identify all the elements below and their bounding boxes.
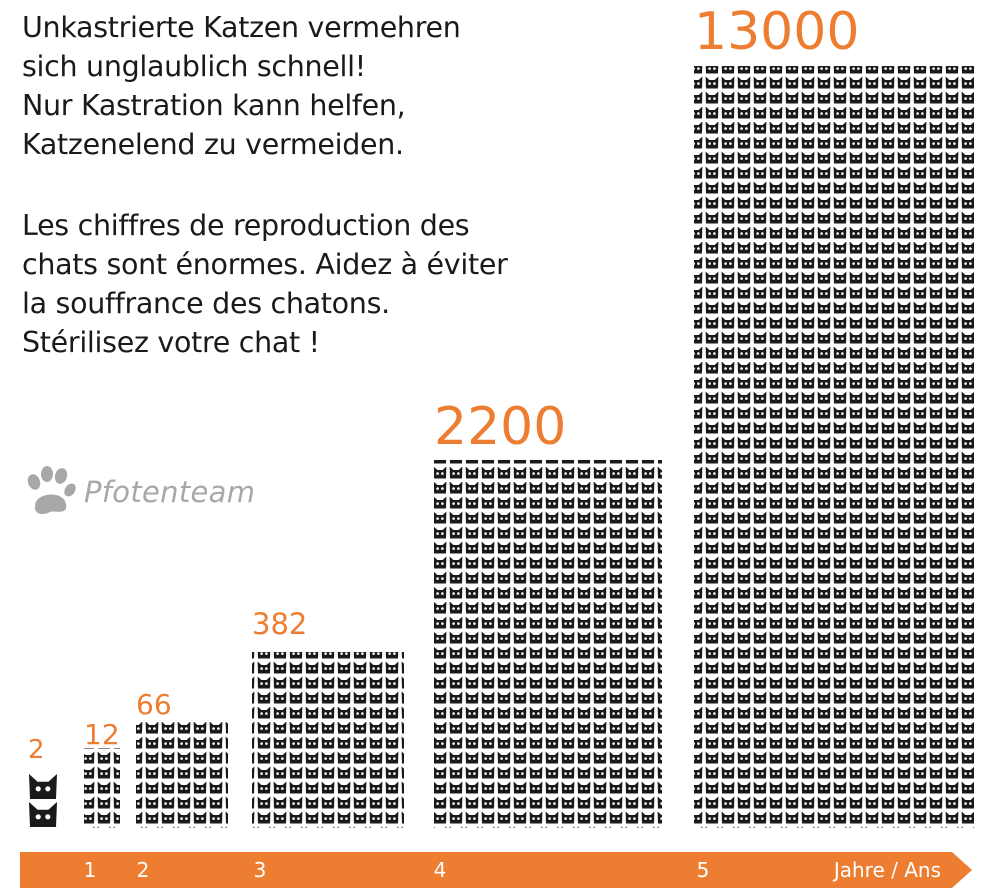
value-label-year-0: 2 — [28, 735, 45, 765]
headline-german: Unkastrierte Katzen vermehren sich ungla… — [22, 8, 461, 164]
value-label-year-4: 2200 — [434, 397, 566, 457]
headline-french-line: Stérilisez votre chat ! — [22, 326, 320, 359]
value-label-year-1: 12 — [84, 718, 120, 751]
x-tick-label-4: 4 — [434, 858, 447, 882]
x-tick-label-1: 1 — [84, 858, 97, 882]
paw-icon — [27, 466, 76, 514]
headline-german-line: Unkastrierte Katzen vermehren — [22, 11, 461, 44]
cat-bar-year-1 — [84, 748, 120, 828]
time-axis — [20, 852, 972, 888]
value-label-year-2: 66 — [136, 688, 172, 721]
headline-german-line: Nur Kastration kann helfen, — [22, 89, 406, 122]
headline-german-line: sich unglaublich schnell! — [22, 50, 366, 83]
cat-bar-year-0 — [29, 774, 57, 827]
pfotenteam-logo: Pfotenteam — [22, 466, 255, 518]
headline-french: Les chiffres de reproduction des chats s… — [22, 206, 508, 362]
headline-german-line: Katzenelend zu vermeiden. — [22, 128, 404, 161]
logo-text: Pfotenteam — [84, 475, 256, 509]
value-label-year-3: 382 — [252, 607, 307, 641]
cat-bar-year-4 — [434, 460, 662, 828]
headline-french-line: la souffrance des chatons. — [22, 287, 390, 320]
cat-bar-year-2 — [136, 722, 228, 828]
headline-french-line: chats sont énormes. Aidez à éviter — [22, 248, 508, 281]
headline-french-line: Les chiffres de reproduction des — [22, 209, 470, 242]
x-tick-label-5: 5 — [697, 858, 710, 882]
cat-bar-year-3 — [252, 652, 404, 828]
time-axis-arrow — [20, 852, 972, 888]
x-tick-label-3: 3 — [254, 858, 267, 882]
cat-bar-year-5 — [694, 66, 974, 828]
x-tick-label-2: 2 — [137, 858, 150, 882]
value-label-year-5: 13000 — [694, 2, 859, 62]
x-axis-label: Jahre / Ans — [832, 858, 941, 882]
